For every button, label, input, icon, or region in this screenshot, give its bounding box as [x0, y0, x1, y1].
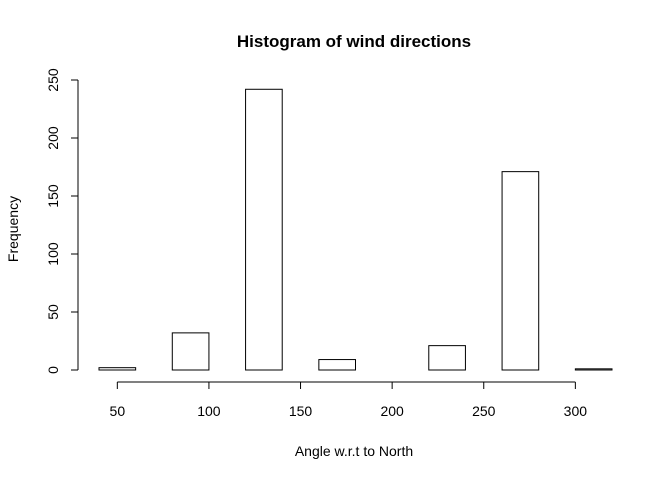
y-tick-label-5: 250: [45, 68, 61, 92]
y-axis: 0 50 100 150 200 250: [45, 68, 79, 374]
histogram-bar-9: [428, 345, 466, 371]
histogram-bar-11: [501, 171, 540, 371]
x-tick-label-4: 250: [472, 403, 496, 419]
bars-group: [98, 88, 613, 371]
y-tick-label-4: 200: [45, 126, 61, 150]
histogram-bar-4: [245, 88, 283, 371]
y-axis-label: Frequency: [5, 196, 21, 262]
x-axis: 50 100 150 200 250 300: [110, 381, 588, 419]
x-axis-label: Angle w.r.t to North: [295, 443, 413, 459]
y-tick-label-3: 150: [45, 184, 61, 208]
x-tick-label-3: 200: [380, 403, 404, 419]
x-tick-label-5: 300: [564, 403, 588, 419]
x-tick-label-1: 100: [197, 403, 221, 419]
x-tick-label-2: 150: [289, 403, 313, 419]
x-tick-label-0: 50: [110, 403, 126, 419]
histogram-bar-0: [98, 367, 137, 371]
y-tick-label-2: 100: [45, 242, 61, 266]
y-tick-label-0: 0: [45, 366, 61, 374]
histogram-bar-2: [171, 332, 210, 371]
histogram-bar-13: [574, 368, 613, 371]
histogram-bar-6: [318, 359, 357, 371]
chart-title: Histogram of wind directions: [237, 32, 471, 51]
y-tick-label-1: 50: [45, 304, 61, 320]
